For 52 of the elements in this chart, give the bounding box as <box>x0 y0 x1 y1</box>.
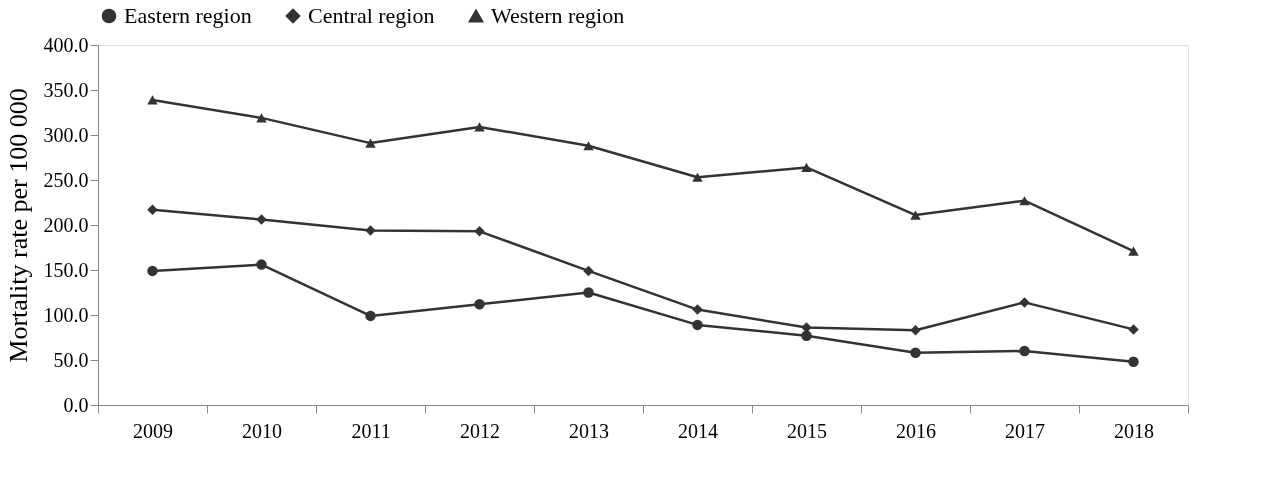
x-tick-label: 2013 <box>569 419 609 442</box>
point <box>256 214 267 225</box>
point <box>910 347 921 359</box>
point <box>801 330 812 341</box>
point <box>256 113 267 123</box>
y-tick-label: 400.0 <box>43 33 89 56</box>
point <box>256 259 267 270</box>
point <box>583 265 594 277</box>
point <box>910 210 921 220</box>
y-tick-label: 200.0 <box>43 213 89 236</box>
point <box>1019 297 1030 308</box>
point <box>474 226 485 237</box>
point <box>1019 345 1030 357</box>
point <box>692 304 703 315</box>
x-tick-label: 2011 <box>351 419 391 442</box>
y-tick-label: 100.0 <box>43 303 89 326</box>
y-tick-label: 300.0 <box>43 123 89 146</box>
x-tick-label: 2015 <box>787 419 827 442</box>
x-tick-label: 2012 <box>460 419 500 442</box>
point <box>1019 196 1030 206</box>
point <box>583 287 594 298</box>
point <box>147 95 158 105</box>
point <box>1128 356 1139 368</box>
y-tick-label: 350.0 <box>43 78 89 101</box>
x-tick-label: 2016 <box>896 419 936 442</box>
x-tick-label: 2010 <box>242 419 282 442</box>
point <box>583 141 594 151</box>
x-tick-label: 2017 <box>1005 419 1045 442</box>
x-tick-label: 2009 <box>133 419 173 442</box>
point <box>474 298 485 310</box>
point <box>801 162 812 172</box>
x-tick-label: 2018 <box>1114 419 1154 442</box>
point <box>147 265 158 277</box>
legend-label: Western region <box>491 3 625 28</box>
y-tick-label: 250.0 <box>43 168 89 191</box>
point <box>692 319 703 331</box>
legend-label: Eastern region <box>124 3 252 28</box>
point <box>365 310 376 322</box>
point <box>910 325 921 336</box>
y-tick-label: 50.0 <box>53 348 89 371</box>
point <box>692 172 703 182</box>
point <box>1128 324 1139 335</box>
point <box>1128 246 1139 256</box>
y-tick-label: 150.0 <box>43 258 89 281</box>
x-tick-label: 2014 <box>678 419 718 442</box>
legend-label: Central region <box>308 3 435 28</box>
point <box>474 122 485 132</box>
point <box>365 225 376 236</box>
point <box>147 204 158 215</box>
y-tick-label: 0.0 <box>63 393 89 416</box>
y-axis-title: Mortality rate per 100 000 <box>3 88 33 363</box>
point <box>365 138 376 148</box>
